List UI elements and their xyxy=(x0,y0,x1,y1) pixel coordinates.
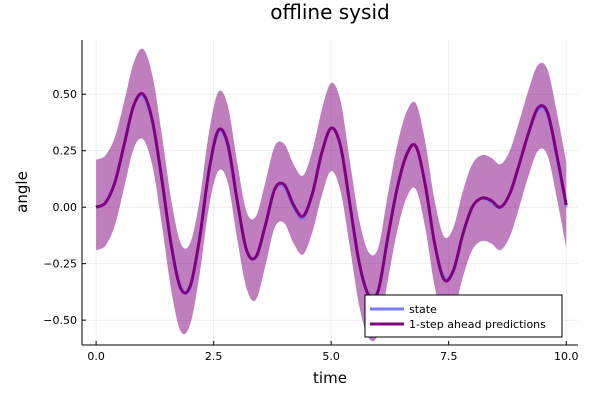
legend-label-predictions: 1-step ahead predictions xyxy=(409,318,546,331)
x-tick-label-4: 10.0 xyxy=(554,350,579,363)
y-tick-label-4: −0.50 xyxy=(43,314,77,327)
prediction-band xyxy=(96,48,567,342)
y-ticks: 0.50 0.25 0.00 −0.25 −0.50 xyxy=(43,88,86,327)
series-line-predictions xyxy=(95,92,568,300)
x-tick-label-3: 7.5 xyxy=(440,350,458,363)
axes xyxy=(81,40,578,346)
y-tick-label-3: −0.25 xyxy=(43,258,77,271)
chart-title: offline sysid xyxy=(270,0,389,24)
x-ticks: 0.0 2.5 5.0 7.5 10.0 xyxy=(87,341,578,363)
legend-label-state: state xyxy=(409,303,437,316)
x-tick-label-2: 5.0 xyxy=(322,350,340,363)
y-tick-label-2: 0.00 xyxy=(53,201,78,214)
y-tick-label-0: 0.50 xyxy=(53,88,78,101)
legend: state 1-step ahead predictions xyxy=(364,294,563,338)
x-tick-label-1: 2.5 xyxy=(205,350,223,363)
y-tick-label-1: 0.25 xyxy=(53,145,78,158)
y-axis-label: angle xyxy=(13,171,31,213)
prediction-band-group xyxy=(96,48,567,342)
series-lines xyxy=(95,92,568,300)
legend-box xyxy=(364,294,563,338)
x-tick-label-0: 0.0 xyxy=(87,350,105,363)
x-axis-label: time xyxy=(313,369,347,387)
